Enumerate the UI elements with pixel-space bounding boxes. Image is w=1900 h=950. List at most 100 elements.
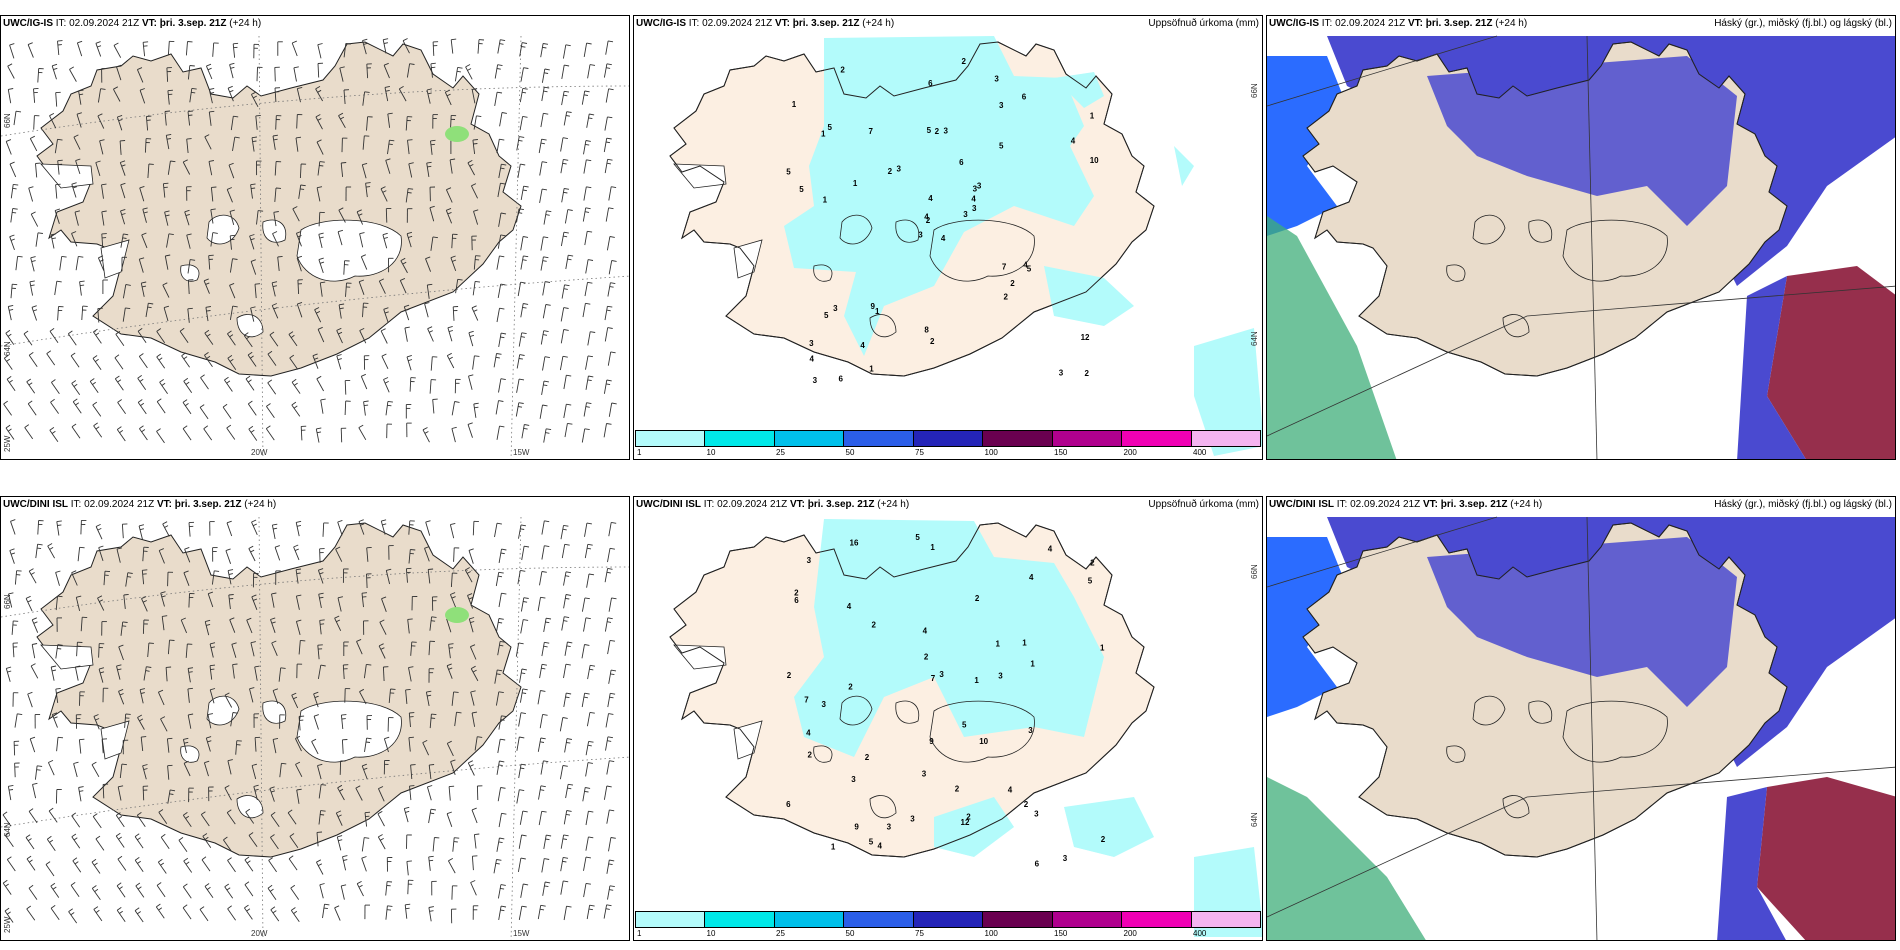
wind-barb-flag <box>30 256 36 259</box>
glacier <box>1528 700 1553 724</box>
fjord-bay <box>673 163 727 189</box>
wind-barb <box>381 356 389 369</box>
wind-barb <box>542 304 547 319</box>
wind-barb <box>289 357 299 370</box>
wind-barb <box>141 570 145 585</box>
wind-barb <box>253 786 258 801</box>
wind-barb-flag <box>95 718 100 721</box>
wind-barb-flag <box>206 63 212 67</box>
wind-barb <box>446 665 453 679</box>
wind-barb <box>270 814 280 827</box>
fjord-bay <box>100 239 130 279</box>
wind-barb <box>187 668 191 683</box>
wind-barb-flag <box>224 692 230 696</box>
wind-barb <box>187 308 190 323</box>
wind-barb <box>226 812 236 825</box>
wind-barb-flag <box>365 741 371 743</box>
wind-barb <box>429 207 435 222</box>
wind-barb-flag <box>162 615 168 617</box>
wind-barb-flag <box>585 856 591 859</box>
wind-barb <box>227 760 232 775</box>
precip-value: 6 <box>839 374 844 383</box>
wind-barb-flag <box>472 711 478 714</box>
wind-barb-flag <box>589 711 595 714</box>
wind-barb-flag <box>202 833 208 837</box>
wind-barb-flag <box>51 669 57 672</box>
wind-barb <box>364 738 368 752</box>
wind-barb-flag <box>254 665 260 668</box>
wind-barb <box>5 668 11 682</box>
glacier <box>236 314 264 338</box>
wind-barb-flag <box>209 87 215 90</box>
wind-barb <box>608 260 613 275</box>
wind-barb <box>98 643 100 658</box>
wind-barb <box>430 63 433 78</box>
wind-barb-flag <box>453 691 459 693</box>
wind-barb <box>520 186 525 200</box>
latitude-label: 25W <box>3 435 12 452</box>
wind-barb-flag <box>118 815 123 819</box>
wind-barb <box>7 89 12 104</box>
wind-barb <box>366 64 369 79</box>
wind-barb <box>10 184 14 199</box>
colorbar-swatch <box>774 912 845 927</box>
wind-barb-flag <box>249 687 255 690</box>
wind-barb-flag <box>252 140 257 143</box>
wind-barb <box>429 714 432 729</box>
wind-barb <box>497 39 501 54</box>
wind-barb-flag <box>500 212 507 215</box>
wind-barb <box>451 401 456 416</box>
wind-barb <box>251 94 259 108</box>
wind-barb-flag <box>584 90 590 93</box>
model-name: UWC/DINI ISL <box>636 499 701 510</box>
wind-barb-flag <box>335 546 341 550</box>
wind-barb-flag <box>100 671 105 674</box>
precip-value: 3 <box>973 185 978 194</box>
wind-barb-flag <box>229 334 234 338</box>
wind-barb-flag <box>499 43 504 45</box>
precip-value: 2 <box>926 216 931 225</box>
wind-barb <box>256 67 258 82</box>
wind-barb-flag <box>606 63 612 66</box>
wind-barb-flag <box>76 112 82 115</box>
wind-barb <box>223 839 232 852</box>
wind-barb-flag <box>318 568 324 571</box>
wind-barb <box>268 860 277 873</box>
wind-barb-flag <box>610 692 616 695</box>
wind-barb <box>167 789 171 804</box>
wind-barb-flag <box>166 138 171 140</box>
wind-barb-flag <box>429 330 433 333</box>
wind-barb <box>134 859 144 872</box>
wind-barb-flag <box>199 906 205 910</box>
wind-barb-flag <box>606 571 611 574</box>
wind-barb-flag <box>339 307 344 310</box>
wind-barb <box>583 43 588 57</box>
wind-barb-flag <box>253 784 259 787</box>
wind-barb-flag <box>250 183 256 186</box>
wind-barb-flag <box>523 236 529 238</box>
wind-barb <box>564 423 568 438</box>
wind-barb <box>343 43 347 58</box>
wind-barb-flag <box>57 595 63 598</box>
wind-barb <box>26 381 36 394</box>
wind-barb <box>582 303 586 318</box>
wind-barb <box>270 837 279 850</box>
wind-barb <box>451 885 453 900</box>
wind-barb <box>229 306 234 320</box>
wind-barb-flag <box>379 838 384 841</box>
wind-barb-flag <box>291 401 297 406</box>
wind-barb-flag <box>430 143 435 146</box>
wind-barb <box>24 427 34 440</box>
low-cloud-area <box>1267 537 1347 717</box>
wind-barb <box>142 786 145 801</box>
wind-barb-flag <box>404 806 410 810</box>
panel-title: UWC/DINI ISL IT: 02.09.2024 21Z VT: þri.… <box>1269 499 1542 510</box>
wind-barb <box>228 164 235 179</box>
wind-barb-flag <box>405 903 411 906</box>
wind-barb-flag <box>607 740 612 742</box>
colorbar-swatch <box>844 912 914 927</box>
wind-barb-flag <box>227 85 233 89</box>
wind-barb-flag <box>606 785 612 788</box>
wind-barb-flag <box>542 46 547 49</box>
wind-barb-flag <box>342 855 348 858</box>
